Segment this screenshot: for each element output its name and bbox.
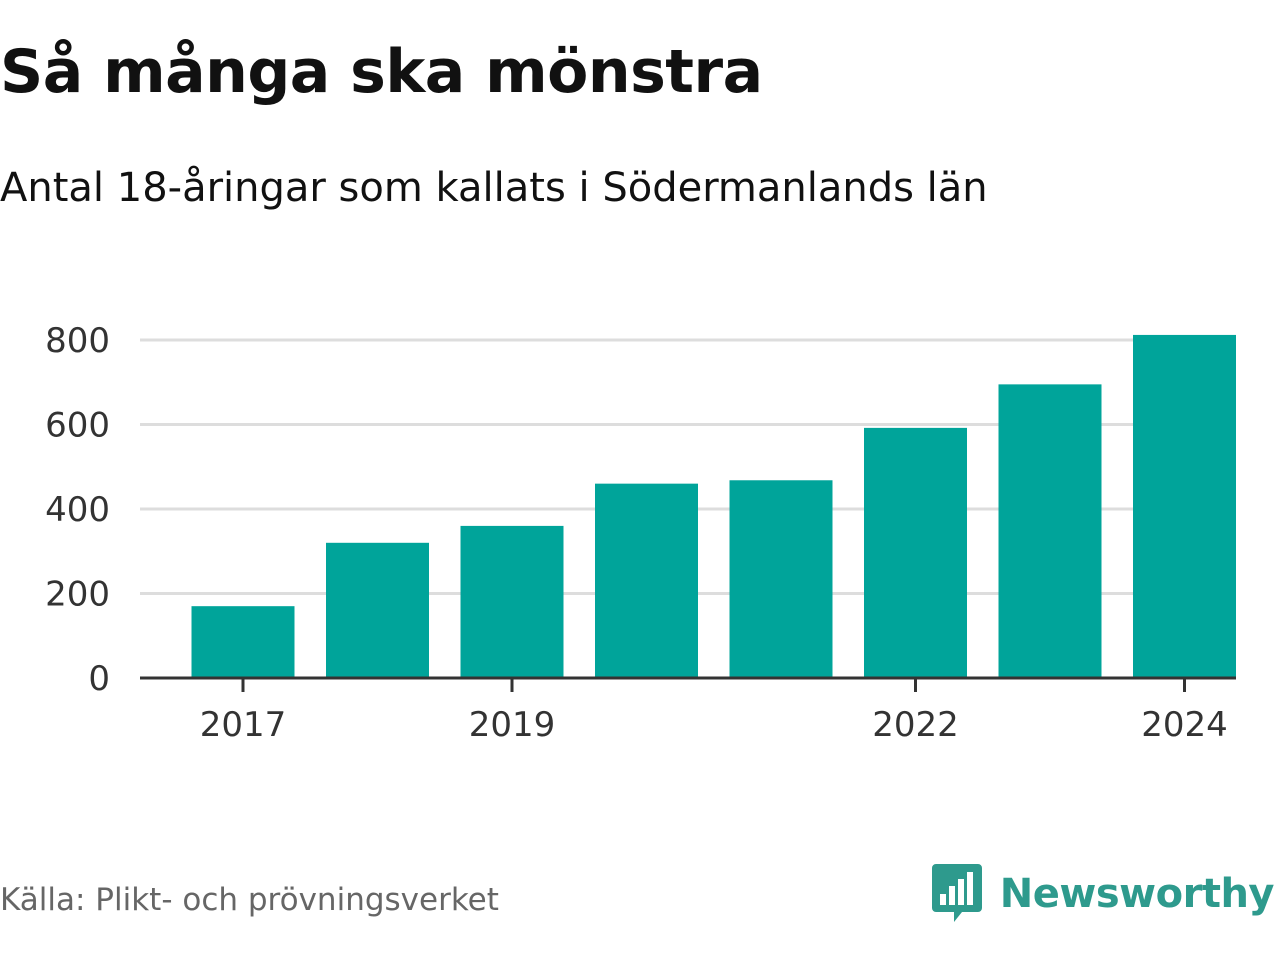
y-tick-label: 600 — [45, 406, 110, 446]
x-tick-label: 2019 — [469, 705, 556, 745]
chart-subtitle: Antal 18-åringar som kallats i Södermanl… — [0, 165, 988, 211]
brand-name: Newsworthy — [999, 871, 1275, 917]
y-tick-label: 400 — [45, 490, 110, 530]
y-tick-label: 200 — [45, 575, 110, 615]
x-axis: 2017 2019 2022 2024 — [140, 676, 1236, 745]
bars — [191, 334, 1236, 678]
x-tick-label: 2022 — [872, 705, 959, 745]
brand-logo: Newsworthy — [931, 862, 1275, 926]
y-axis-ticks: 0 200 400 600 800 — [45, 321, 110, 699]
x-tick-label: 2017 — [200, 705, 287, 745]
bar-2020 — [595, 483, 698, 678]
source-note: Källa: Plikt- och prövningsverket — [0, 882, 499, 918]
bar-2022 — [864, 427, 967, 678]
chart-title: Så många ska mönstra — [0, 37, 763, 107]
x-tick-label: 2024 — [1141, 705, 1228, 745]
bar-2018 — [326, 542, 429, 678]
newsworthy-logo-icon — [931, 864, 982, 922]
bar-2019 — [460, 525, 564, 678]
bar-2024 — [1133, 334, 1236, 678]
bar-2023 — [998, 384, 1102, 678]
bar-2021 — [729, 480, 833, 678]
bar-2017 — [191, 606, 295, 678]
y-tick-label: 0 — [88, 659, 110, 699]
y-tick-label: 800 — [45, 321, 110, 361]
